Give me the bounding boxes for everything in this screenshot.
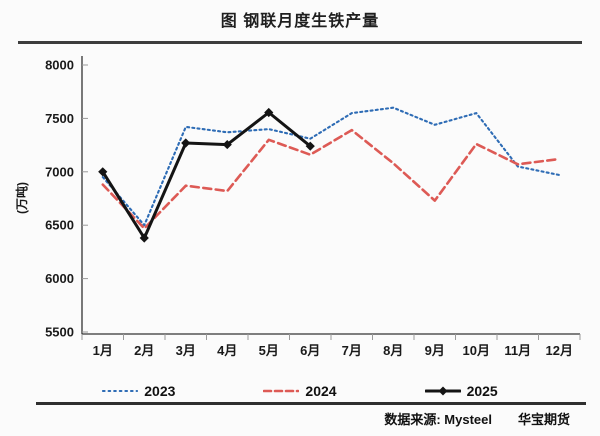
source-note: 数据来源: Mysteel 华宝期货 — [0, 409, 570, 428]
chart-title: 图 钢联月度生铁产量 — [220, 13, 380, 30]
series-marker-2025 — [222, 139, 232, 150]
legend-swatch-graphic — [102, 389, 139, 393]
x-tick-label: 8月 — [383, 343, 403, 358]
source-text: 数据来源: Mysteel — [384, 412, 492, 427]
legend-label-2025: 2025 — [466, 383, 498, 399]
x-tick-label: 6月 — [300, 343, 320, 358]
legend-line-2025-icon — [424, 385, 462, 397]
series-marker-2025 — [139, 233, 149, 243]
chart-canvas: 5500 6000 6500 7000 7500 8000 (万吨) 1月 2月 3月 4月 5月 6月… — [14, 56, 581, 358]
series-line-2025 — [101, 111, 312, 240]
series-marker-2025 — [181, 138, 191, 148]
x-tick-label: 2月 — [134, 343, 154, 358]
x-tick-label: 11月 — [504, 343, 531, 358]
x-tick-label: 10月 — [463, 343, 490, 358]
x-tick-label: 4月 — [217, 343, 237, 358]
legend-label-2024: 2024 — [305, 383, 337, 399]
legend-item-2024: 2024 — [263, 383, 337, 399]
x-tick-label: 5月 — [259, 343, 279, 358]
chart-legend: 2023 2024 2025 — [0, 381, 600, 401]
legend-item-2023: 2023 — [102, 383, 175, 399]
series-line-2024 — [101, 128, 561, 230]
series-marker-2025 — [305, 141, 315, 151]
x-tick-label: 9月 — [425, 343, 445, 358]
series-line-2023 — [101, 106, 561, 227]
y-axis-title: (万吨) — [14, 182, 29, 214]
x-tick-label: 1月 — [93, 343, 113, 358]
x-tick-label: 12月 — [546, 343, 573, 358]
legend-line-2024-icon — [263, 385, 300, 397]
legend-swatch-graphic — [424, 386, 462, 396]
y-tick-label: 6000 — [45, 271, 74, 286]
top-divider — [18, 41, 582, 44]
y-tick-label: 5500 — [45, 325, 74, 340]
y-tick-label: 7000 — [45, 164, 74, 179]
y-tick-label: 6500 — [45, 218, 74, 233]
x-tick-label: 3月 — [176, 343, 196, 358]
bottom-divider — [36, 402, 586, 405]
source-brand: 华宝期货 — [517, 412, 570, 427]
legend-line-2023-icon — [102, 385, 139, 397]
x-tick-label: 7月 — [342, 343, 362, 358]
legend-item-2025: 2025 — [424, 383, 498, 399]
series-marker-2025 — [264, 107, 274, 118]
legend-label-2023: 2023 — [144, 383, 176, 399]
y-tick-label: 7500 — [45, 111, 74, 126]
series-marker-2025 — [98, 167, 108, 177]
legend-swatch-graphic — [263, 389, 300, 393]
y-tick-label: 8000 — [45, 58, 74, 73]
